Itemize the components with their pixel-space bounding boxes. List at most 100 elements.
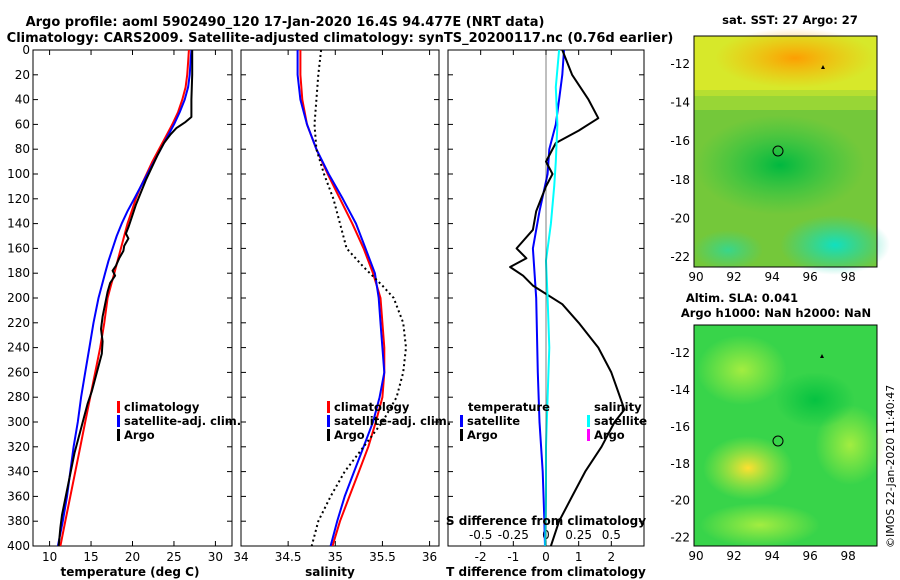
title-line1: Argo profile: aoml 5902490_120 17-Jan-20… — [26, 15, 545, 30]
y-tick-label: 280 — [7, 390, 30, 404]
map-y-tick-label: -16 — [670, 420, 690, 434]
salinity-series — [296, 50, 407, 546]
x-tick-label: 30 — [208, 550, 223, 564]
map-y-tick-label: -18 — [670, 173, 690, 187]
sst-map-frame — [693, 35, 878, 268]
credit-text: ©IMOS 22-Jan-2020 11:40:47 — [884, 385, 897, 548]
legend-label-satellite: satellite-adj. clim. — [124, 414, 241, 428]
s-tick-label: -0.5 — [469, 528, 492, 542]
x-tick-label: 36 — [422, 550, 437, 564]
map-y-tick-label: -12 — [670, 57, 690, 71]
legend-label-argo: Argo — [124, 428, 155, 442]
map-y-tick-label: -14 — [670, 383, 690, 397]
y-tick-label: 300 — [7, 415, 30, 429]
legend-label-satellite: satellite-adj. clim. — [334, 414, 451, 428]
argo-location-marker — [772, 435, 784, 447]
x-tick-label: 20 — [125, 550, 140, 564]
map-x-tick-label: 98 — [841, 549, 856, 563]
x-tick-label: 10 — [42, 550, 57, 564]
series-line-temperature-argo — [509, 50, 626, 546]
map-y-tick-label: -22 — [670, 531, 690, 545]
map-x-tick-label: 92 — [726, 270, 741, 284]
y-tick-label: 140 — [7, 217, 30, 231]
y-tick-label: 320 — [7, 440, 30, 454]
sst-map-transition-band — [694, 90, 877, 110]
map-x-tick-label: 94 — [764, 549, 779, 563]
sla-map-lime-patch-south — [700, 503, 820, 547]
s-tick-label: -0.25 — [498, 528, 529, 542]
series-line-satellite-adj-clim- — [296, 50, 386, 546]
x-tick-label: -1 — [507, 550, 519, 564]
y-tick-label: 120 — [7, 192, 30, 206]
argo-location-marker — [772, 145, 784, 157]
y-tick-label: 220 — [7, 316, 30, 330]
map-x-tick-label: 94 — [764, 270, 779, 284]
legend-swatch-satellite — [117, 415, 120, 427]
y-tick-label: 400 — [7, 539, 30, 553]
legend-label-climatology: climatology — [334, 400, 410, 414]
legend-heading-salinity: salinity — [594, 400, 642, 414]
legend-swatch-t-satellite — [460, 415, 463, 427]
sst-map — [693, 28, 890, 275]
series-line-argo — [57, 50, 194, 546]
sla-map-deep-patch — [775, 372, 855, 428]
triangle-marker-icon — [821, 65, 825, 69]
temperature-legend: climatology satellite-adj. clim. Argo — [117, 400, 241, 442]
legend-label-s-argo: Argo — [594, 428, 625, 442]
y-tick-label: 0 — [22, 43, 30, 57]
map-x-tick-label: 96 — [802, 549, 817, 563]
s-tick-label: 0.5 — [602, 528, 621, 542]
legend-swatch-climatology — [327, 401, 330, 413]
map-y-tick-label: -14 — [670, 96, 690, 110]
map-y-tick-label: -20 — [670, 494, 690, 508]
map-x-tick-label: 96 — [802, 270, 817, 284]
y-tick-label: 60 — [15, 117, 30, 131]
series-line-climatology — [59, 50, 190, 546]
legend-swatch-t-argo — [460, 429, 463, 441]
triangle-marker-icon — [820, 354, 824, 358]
y-tick-label: 240 — [7, 341, 30, 355]
title-line2: Climatology: CARS2009. Satellite-adjuste… — [7, 31, 674, 46]
legend-swatch-argo — [117, 429, 120, 441]
legend-label-argo: Argo — [334, 428, 365, 442]
salinity-plot-frame — [240, 49, 440, 547]
legend-swatch-climatology — [117, 401, 120, 413]
x-tick-label: 34 — [233, 550, 248, 564]
x-tick-label: 15 — [83, 550, 98, 564]
legend-swatch-s-argo — [587, 429, 590, 441]
legend-swatch-argo — [327, 429, 330, 441]
legend-label-climatology: climatology — [124, 400, 200, 414]
salinity-legend: climatology satellite-adj. clim. Argo — [327, 400, 451, 442]
temperature-plot-frame — [32, 49, 233, 547]
sla-map — [693, 324, 885, 547]
series-line-temperature-satellite — [531, 50, 565, 546]
sst-map-cyan-patch-west — [693, 230, 763, 270]
y-tick-label: 20 — [15, 68, 30, 82]
map-y-tick-label: -18 — [670, 457, 690, 471]
y-tick-label: 340 — [7, 465, 30, 479]
x-tick-label: 1 — [575, 550, 583, 564]
sla-map-yellow-patch — [703, 436, 793, 500]
x-tick-label: 34.5 — [275, 550, 302, 564]
sst-map-title: sat. SST: 27 Argo: 27 — [722, 13, 858, 27]
legend-swatch-s-satellite — [587, 415, 590, 427]
temperature-series — [56, 50, 194, 546]
map-x-tick-label: 90 — [688, 549, 703, 563]
y-tick-label: 40 — [15, 93, 30, 107]
map-x-tick-label: 92 — [726, 549, 741, 563]
x-tick-label: 0 — [542, 550, 550, 564]
legend-swatch-satellite — [327, 415, 330, 427]
y-tick-label: 180 — [7, 266, 30, 280]
sla-map-title-2: Argo h1000: NaN h2000: NaN — [681, 306, 871, 320]
sla-map-title-1: Altim. SLA: 0.041 — [686, 291, 798, 305]
legend-label-t-satellite: satellite — [467, 414, 520, 428]
legend-heading-temperature: temperature — [468, 400, 550, 414]
map-y-tick-label: -12 — [670, 346, 690, 360]
map-x-tick-label: 90 — [688, 270, 703, 284]
y-tick-label: 80 — [15, 142, 30, 156]
s-tick-label: 0.25 — [565, 528, 592, 542]
sst-map-green-patch — [695, 115, 865, 215]
x-tick-label: 35 — [328, 550, 343, 564]
x-tick-label: -2 — [475, 550, 487, 564]
